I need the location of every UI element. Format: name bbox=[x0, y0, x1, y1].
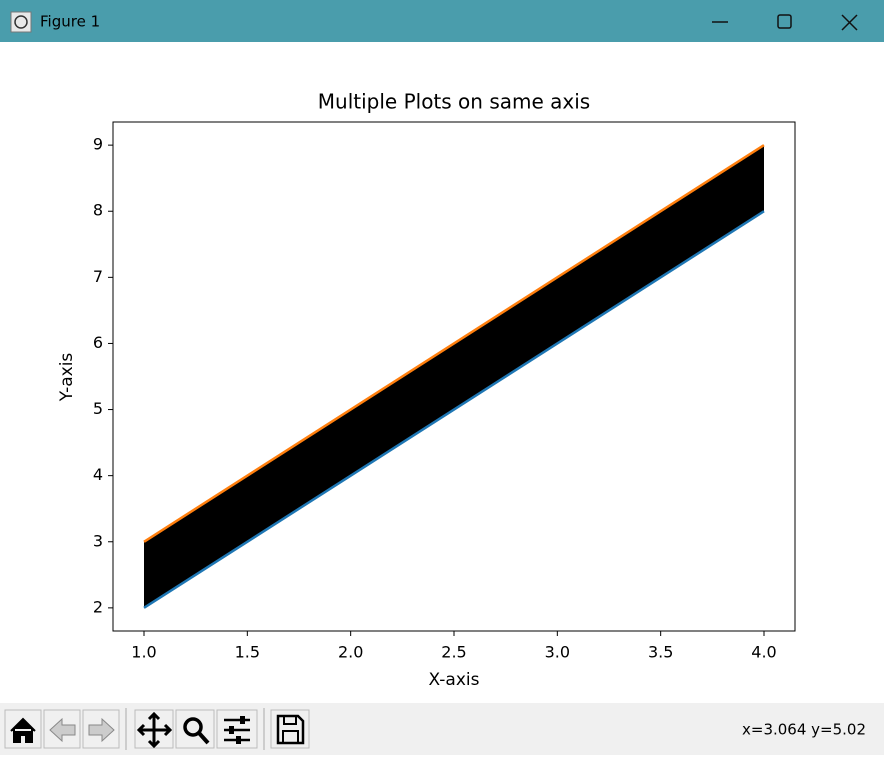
back-button[interactable] bbox=[43, 709, 81, 749]
pan-button[interactable] bbox=[134, 709, 174, 749]
configure-button[interactable] bbox=[216, 709, 258, 749]
app-icon bbox=[10, 11, 32, 33]
y-tick-label: 7 bbox=[93, 267, 103, 286]
y-tick-label: 4 bbox=[93, 465, 103, 484]
close-button[interactable] bbox=[841, 14, 858, 31]
y-tick-label: 6 bbox=[93, 333, 103, 352]
y-tick-label: 8 bbox=[93, 201, 103, 220]
x-tick-label: 2.5 bbox=[441, 643, 466, 662]
y-tick-label: 5 bbox=[93, 399, 103, 418]
y-axis-label: Y-axis bbox=[57, 353, 77, 403]
home-button[interactable] bbox=[4, 709, 42, 749]
x-tick-label: 1.5 bbox=[235, 643, 260, 662]
y-tick-label: 2 bbox=[93, 597, 103, 616]
y-tick-label: 3 bbox=[93, 531, 103, 550]
x-tick-label: 3.0 bbox=[545, 643, 570, 662]
x-axis-label: X-axis bbox=[429, 670, 480, 690]
series-line bbox=[143, 210, 765, 609]
zoom-button[interactable] bbox=[175, 709, 215, 749]
forward-button[interactable] bbox=[82, 709, 120, 749]
x-tick-label: 4.0 bbox=[751, 643, 776, 662]
x-tick-label: 3.5 bbox=[648, 643, 673, 662]
plot: Multiple Plots on same axis X-axis Y-axi… bbox=[57, 90, 796, 690]
series-line bbox=[143, 144, 765, 543]
maximize-button[interactable] bbox=[777, 14, 792, 29]
cursor-status: x=3.064 y=5.02 bbox=[742, 721, 866, 739]
x-tick-label: 1.0 bbox=[131, 643, 156, 662]
title-bar bbox=[0, 0, 884, 42]
x-tick-label: 2.0 bbox=[338, 643, 363, 662]
y-tick-label: 9 bbox=[93, 135, 103, 154]
window-title: Figure 1 bbox=[40, 13, 100, 31]
fill-between bbox=[144, 145, 764, 608]
chart-title: Multiple Plots on same axis bbox=[318, 90, 590, 114]
save-button[interactable] bbox=[270, 709, 310, 749]
